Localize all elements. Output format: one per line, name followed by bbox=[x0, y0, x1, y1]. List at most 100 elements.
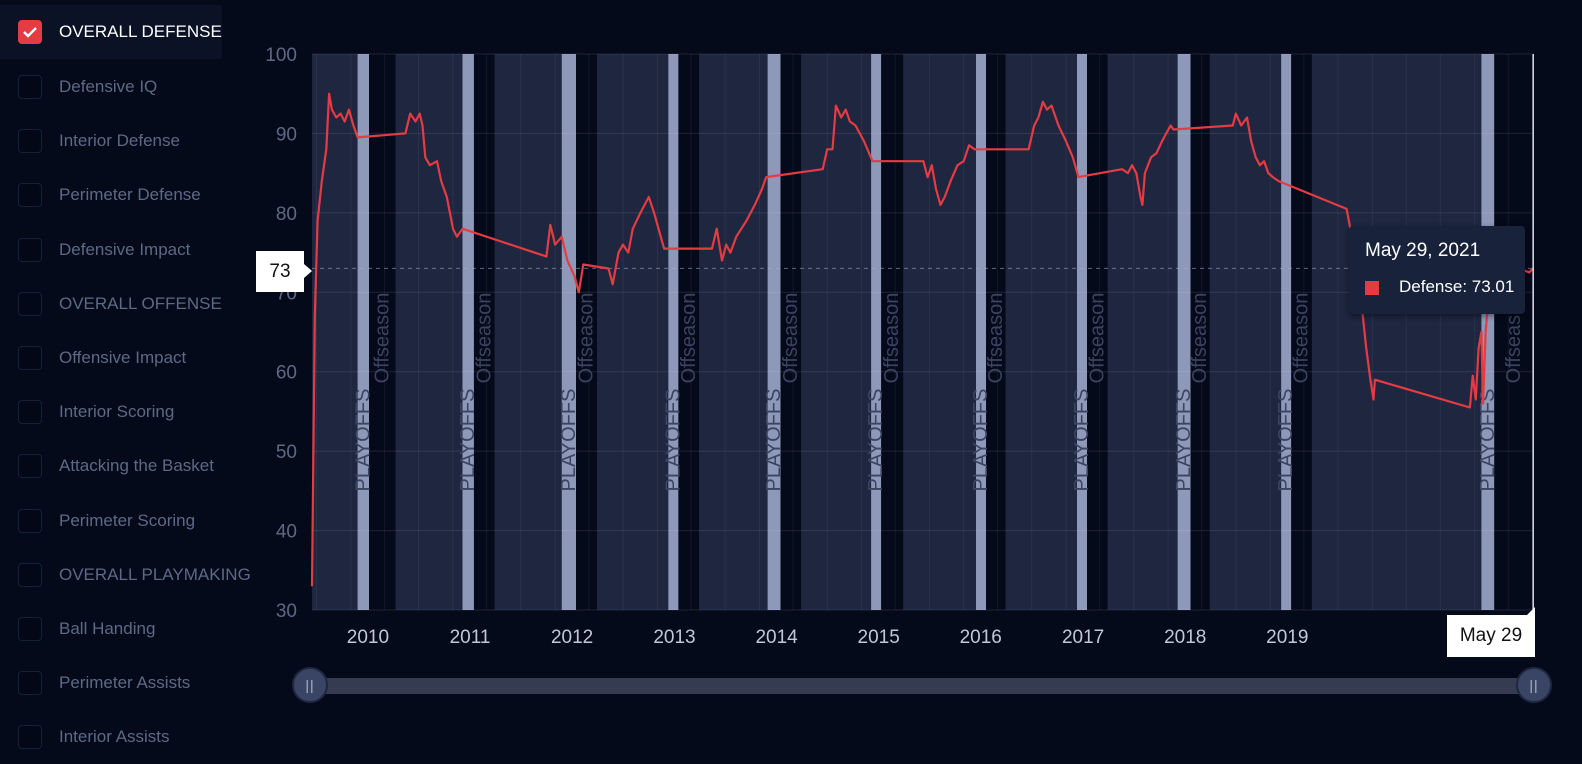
playoffs-label: PLAYOFFS bbox=[763, 389, 785, 492]
checkbox-icon[interactable] bbox=[18, 617, 42, 641]
playoffs-label: PLAYOFFS bbox=[1071, 389, 1093, 492]
metric-perimeter-scoring[interactable]: Perimeter Scoring bbox=[0, 494, 222, 548]
offseason-label: Offseason bbox=[881, 293, 903, 384]
offseason-band bbox=[881, 54, 904, 610]
checkbox-icon[interactable] bbox=[18, 183, 42, 207]
regular-season-band bbox=[494, 54, 562, 610]
playoffs-band bbox=[1481, 54, 1495, 610]
offseason-label: Offseason bbox=[1086, 293, 1108, 384]
playoffs-band bbox=[767, 54, 781, 610]
playoffs-label: PLAYOFFS bbox=[457, 389, 479, 492]
offseason-band bbox=[1494, 54, 1534, 610]
metric-defensive-iq[interactable]: Defensive IQ bbox=[0, 60, 222, 114]
metric-interior-scoring[interactable]: Interior Scoring bbox=[0, 385, 222, 439]
checkbox-icon[interactable] bbox=[18, 563, 42, 587]
playoffs-label: PLAYOFFS bbox=[662, 389, 684, 492]
regular-season-band bbox=[1107, 54, 1178, 610]
metric-overall-offense[interactable]: OVERALL OFFENSE bbox=[0, 277, 222, 331]
checkbox-checked-icon[interactable] bbox=[18, 20, 42, 44]
metric-label: Interior Assists bbox=[59, 727, 170, 746]
range-slider-track[interactable] bbox=[310, 678, 1534, 694]
checkbox-icon[interactable] bbox=[18, 346, 42, 370]
offseason-band bbox=[473, 54, 495, 610]
playoffs-band bbox=[976, 54, 987, 610]
offseason-band bbox=[1087, 54, 1108, 610]
metric-perimeter-defense[interactable]: Perimeter Defense bbox=[0, 168, 222, 222]
metric-interior-assists[interactable]: Interior Assists bbox=[0, 710, 222, 764]
range-slider-right-handle[interactable]: || bbox=[1516, 667, 1552, 703]
checkbox-icon[interactable] bbox=[18, 509, 42, 533]
x-tick-label: 2012 bbox=[551, 627, 593, 648]
x-tick-label: 2016 bbox=[960, 627, 1002, 648]
metric-sidebar: OVERALL DEFENSE Defensive IQ Interior De… bbox=[0, 0, 251, 750]
regular-season-band bbox=[699, 54, 768, 610]
checkbox-icon[interactable] bbox=[18, 129, 42, 153]
x-crosshair-label: May 29 bbox=[1447, 607, 1535, 657]
y-tick-label: 90 bbox=[276, 124, 297, 145]
regular-season-band bbox=[597, 54, 669, 610]
offseason-label: Offseason bbox=[985, 293, 1007, 384]
metric-label: Defensive Impact bbox=[59, 240, 191, 259]
metric-label: Defensive IQ bbox=[59, 77, 158, 96]
x-tick-label: 2015 bbox=[858, 627, 900, 648]
metric-overall-defense[interactable]: OVERALL DEFENSE bbox=[0, 5, 222, 59]
playoffs-label: PLAYOFFS bbox=[352, 389, 374, 492]
regular-season-band bbox=[801, 54, 872, 610]
tooltip-value: Defense: 73.01 bbox=[1399, 277, 1515, 296]
y-tick-label: 50 bbox=[276, 442, 297, 463]
metric-interior-defense[interactable]: Interior Defense bbox=[0, 114, 222, 168]
playoffs-band bbox=[871, 54, 882, 610]
x-tick-label: 2013 bbox=[653, 627, 695, 648]
x-tick-label: 2011 bbox=[450, 627, 491, 648]
checkbox-icon[interactable] bbox=[18, 400, 42, 424]
range-slider-left-handle[interactable]: || bbox=[292, 667, 328, 703]
metric-defensive-impact[interactable]: Defensive Impact bbox=[0, 223, 222, 277]
metric-attacking-the-basket[interactable]: Attacking the Basket bbox=[0, 439, 222, 493]
checkbox-icon[interactable] bbox=[18, 292, 42, 316]
y-tick-label: 60 bbox=[276, 363, 297, 384]
x-tick-label: 2018 bbox=[1164, 627, 1206, 648]
x-tick-label: 2014 bbox=[755, 627, 798, 648]
metric-label: Interior Defense bbox=[59, 131, 180, 150]
checkbox-icon[interactable] bbox=[18, 725, 42, 749]
regular-season-band bbox=[903, 54, 977, 610]
offseason-band bbox=[780, 54, 802, 610]
y-tick-label: 40 bbox=[276, 522, 297, 543]
metric-ball-handing[interactable]: Ball Handing bbox=[0, 602, 222, 656]
offseason-band bbox=[576, 54, 598, 610]
metric-label: OVERALL DEFENSE bbox=[59, 22, 222, 41]
metric-label: Perimeter Assists bbox=[59, 673, 191, 692]
playoffs-band bbox=[462, 54, 474, 610]
playoffs-label: PLAYOFFS bbox=[865, 389, 887, 492]
x-tick-label: 2010 bbox=[347, 627, 389, 648]
regular-season-band bbox=[312, 54, 358, 610]
offseason-label: Offseason bbox=[1189, 293, 1211, 384]
series-line-defense[interactable] bbox=[310, 92, 1534, 587]
offseason-label: Offseason bbox=[576, 293, 598, 384]
regular-season-band bbox=[1005, 54, 1077, 610]
metric-label: Interior Scoring bbox=[59, 402, 175, 421]
regular-season-band bbox=[395, 54, 463, 610]
checkbox-icon[interactable] bbox=[18, 75, 42, 99]
metric-overall-playmaking[interactable]: OVERALL PLAYMAKING bbox=[0, 548, 251, 602]
checkbox-icon[interactable] bbox=[18, 454, 42, 478]
checkbox-icon[interactable] bbox=[18, 671, 42, 695]
regular-season-band bbox=[1311, 54, 1482, 610]
playoffs-label: PLAYOFFS bbox=[1173, 389, 1195, 492]
grid-lines bbox=[312, 53, 1534, 611]
metric-perimeter-assists[interactable]: Perimeter Assists bbox=[0, 656, 222, 710]
metric-offensive-impact[interactable]: Offensive Impact bbox=[0, 331, 222, 385]
playoffs-label: PLAYOFFS bbox=[558, 389, 580, 492]
metric-label: Offensive Impact bbox=[59, 348, 187, 367]
playoffs-band bbox=[357, 54, 370, 610]
checkbox-icon[interactable] bbox=[18, 238, 42, 262]
y-tick-label: 80 bbox=[276, 204, 297, 225]
offseason-band bbox=[678, 54, 700, 610]
y-tick-label: 30 bbox=[276, 601, 297, 622]
offseason-label: Offseason bbox=[473, 293, 495, 384]
offseason-label: Offseason bbox=[1503, 293, 1525, 384]
band-labels: PLAYOFFS Offseason PLAYOFFS Offseason PLAYOF… bbox=[352, 293, 1525, 492]
offseason-label: Offseason bbox=[678, 293, 700, 384]
